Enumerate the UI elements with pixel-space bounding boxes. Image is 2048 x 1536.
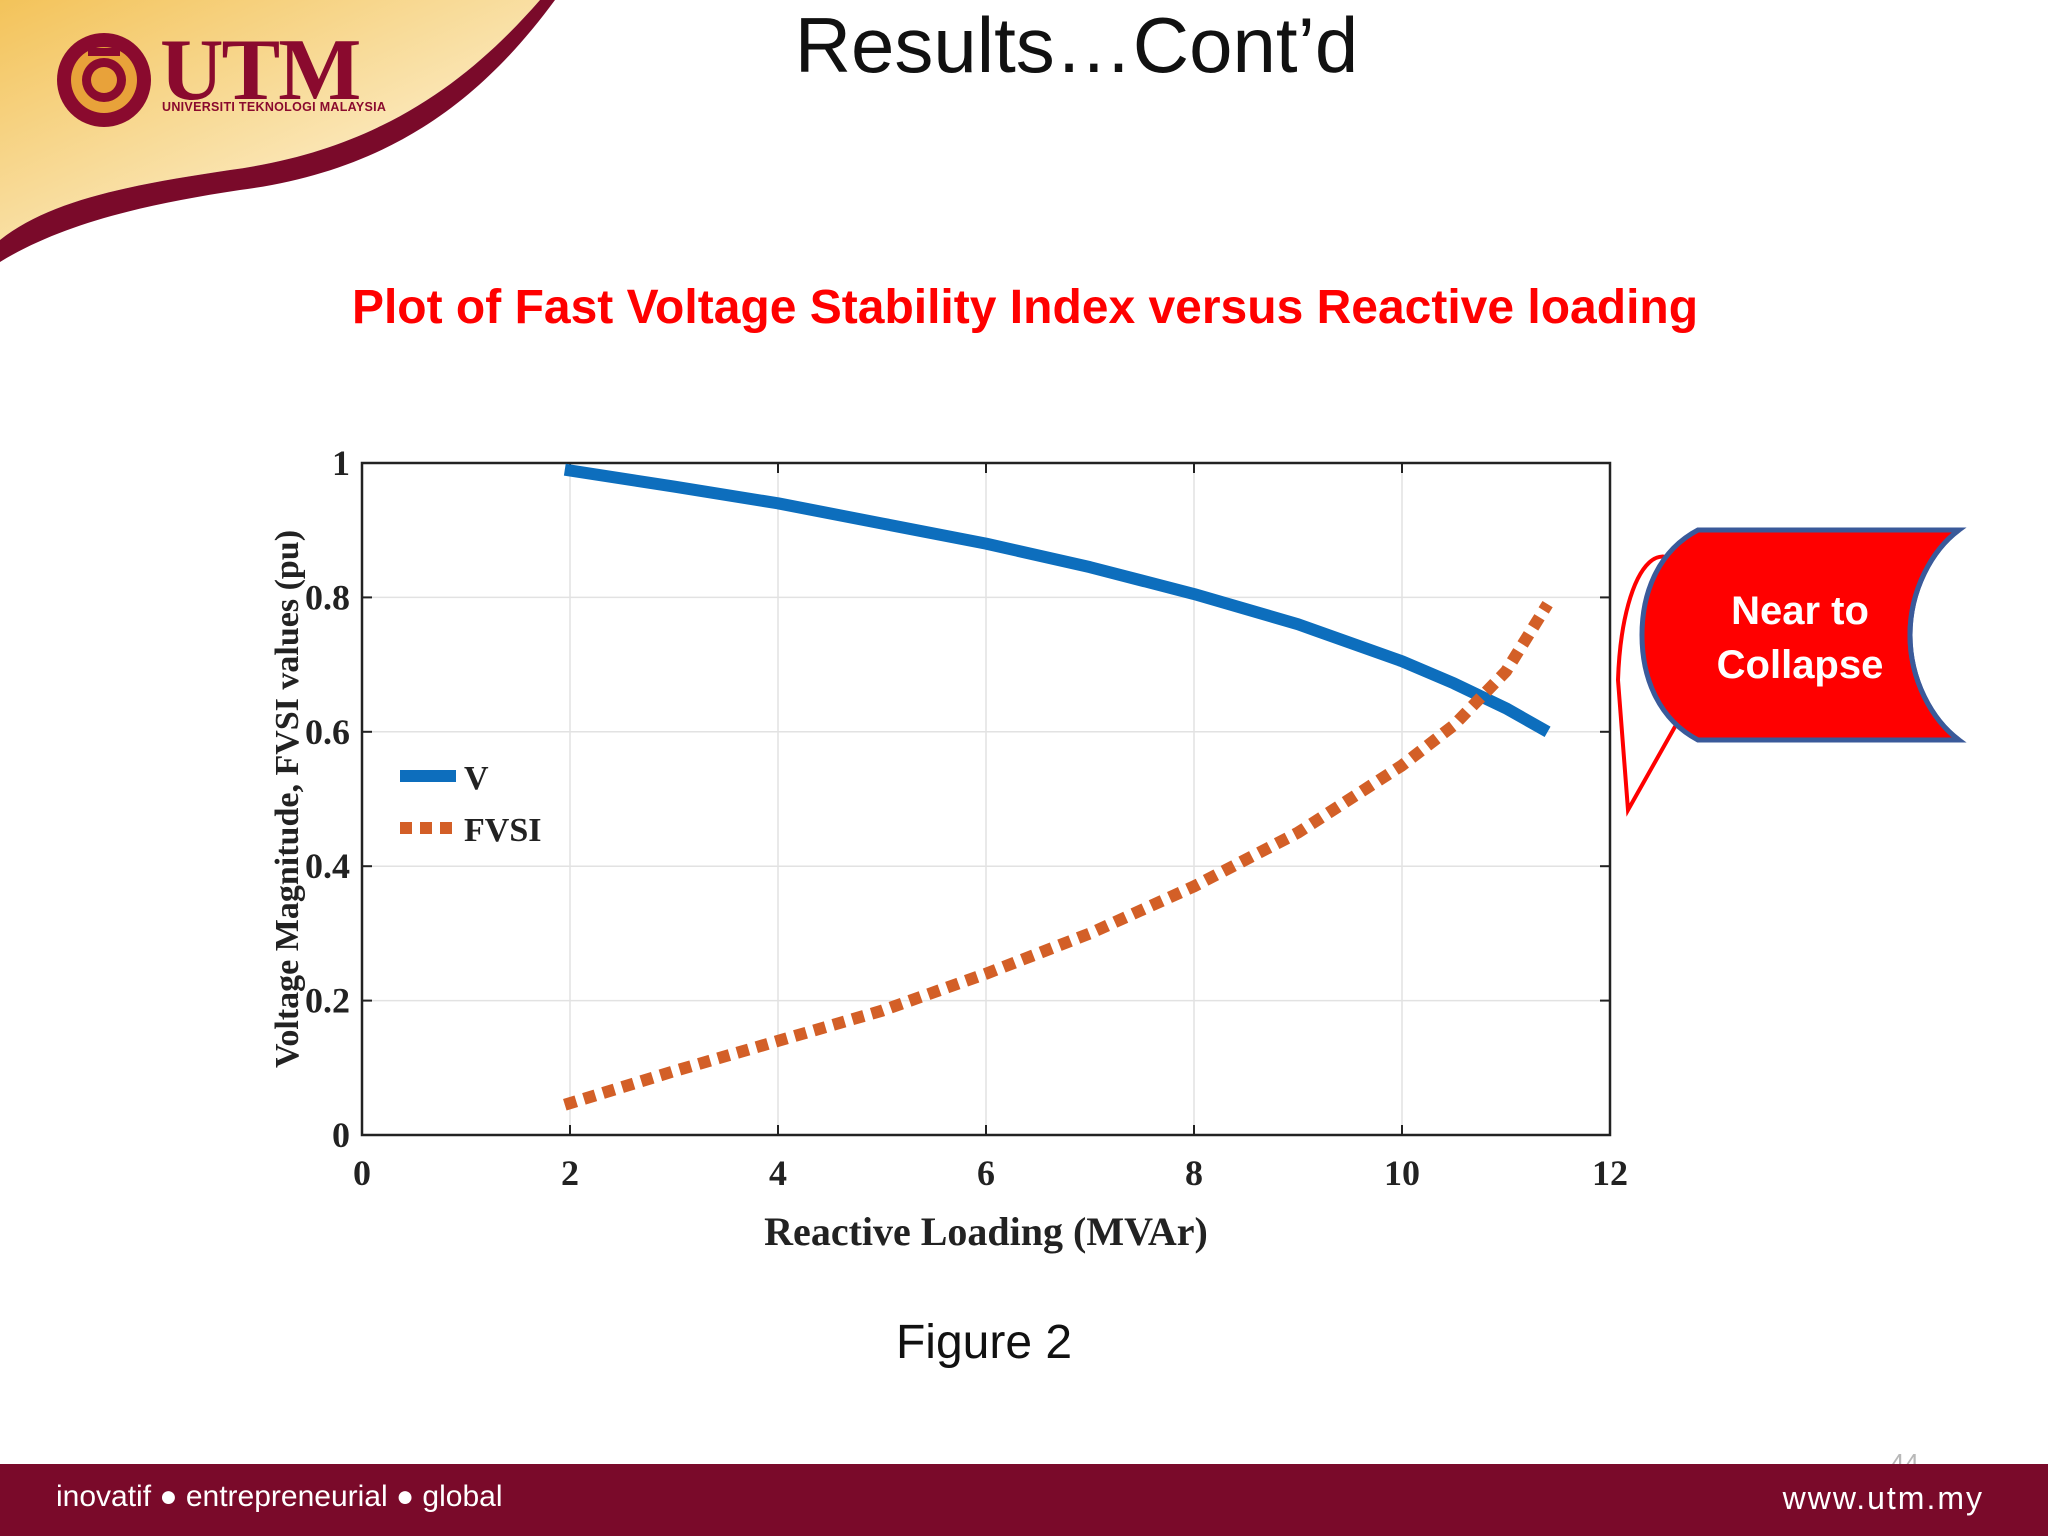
x-tick-label: 10	[1384, 1153, 1420, 1193]
x-tick-label: 2	[561, 1153, 579, 1193]
near-collapse-callout	[1615, 527, 1967, 817]
x-tick-label: 8	[1185, 1153, 1203, 1193]
y-tick-label: 0.2	[305, 981, 350, 1021]
callout-label: Near to Collapse	[1672, 584, 1928, 692]
footer-bar: inovatif ● entrepreneurial ● global www.…	[0, 1464, 2048, 1536]
y-tick-label: 0.6	[305, 712, 350, 752]
x-tick-label: 12	[1592, 1153, 1628, 1193]
plot-frame	[360, 461, 1612, 1137]
x-tick-label: 0	[353, 1153, 371, 1193]
slide-title: Results…Cont’d	[794, 1, 1359, 89]
y-tick-label: 1	[332, 443, 350, 483]
callout-line2: Collapse	[1716, 643, 1884, 687]
legend-label-v: V	[464, 760, 489, 797]
callout-line1: Near to	[1731, 589, 1869, 633]
series-line-v	[563, 463, 1551, 738]
footer-tagline: inovatif ● entrepreneurial ● global	[56, 1480, 503, 1513]
utm-emblem	[57, 33, 151, 127]
x-tick-label: 6	[977, 1153, 995, 1193]
x-axis-label: Reactive Loading (MVAr)	[764, 1209, 1208, 1254]
figure-caption: Figure 2	[895, 1316, 1073, 1369]
y-axis-label: Voltage Magnitude, FVSI values (pu)	[269, 530, 306, 1068]
y-tick-label: 0	[332, 1115, 350, 1155]
footer-url[interactable]: www.utm.my	[1782, 1480, 1984, 1516]
y-tick-label: 0.8	[305, 577, 350, 617]
series-line-fvsi	[563, 600, 1553, 1111]
x-tick-label: 4	[769, 1153, 787, 1193]
y-tick-label: 0.4	[305, 846, 350, 886]
plot-title: Plot of Fast Voltage Stability Index ver…	[351, 281, 1699, 334]
logo-wordmark: UTM	[160, 22, 361, 119]
logo-subtext: UNIVERSITI TEKNOLOGI MALAYSIA	[162, 100, 387, 114]
legend-label-fvsi: FVSI	[464, 812, 541, 849]
